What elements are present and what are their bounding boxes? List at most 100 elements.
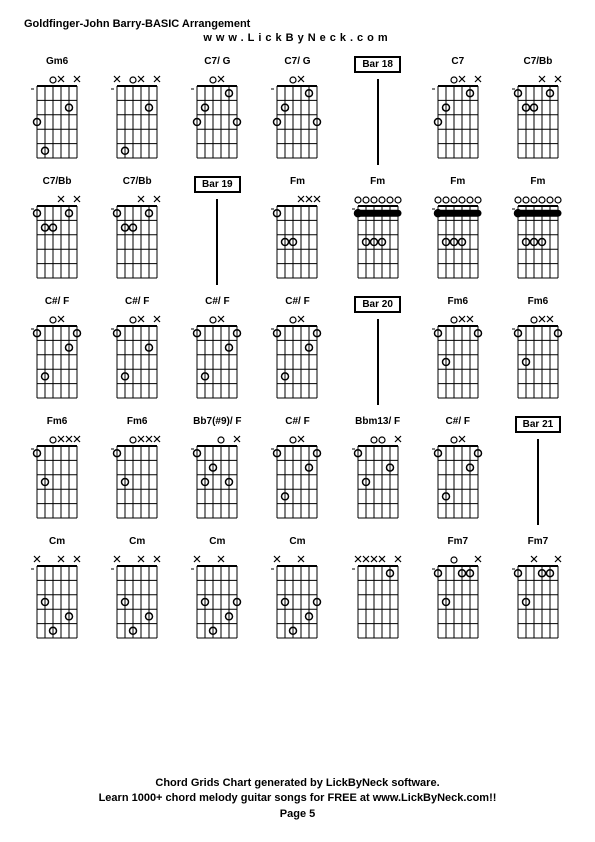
chord-name-label: Cm bbox=[289, 536, 305, 550]
chord-diagram bbox=[349, 432, 407, 526]
chord-diagram bbox=[268, 552, 326, 646]
chord-name-label: Fm7 bbox=[447, 536, 468, 550]
chord-diagram bbox=[188, 552, 246, 646]
chord-cell: Cm bbox=[21, 536, 93, 646]
chord-name-label: Fm bbox=[290, 176, 305, 190]
chord-name-label: Bbm13/ F bbox=[355, 416, 400, 430]
chord-diagram bbox=[108, 192, 166, 286]
chord-cell: C7/Bb bbox=[502, 56, 574, 166]
chord-cell bbox=[342, 536, 414, 646]
chord-diagram bbox=[28, 72, 86, 166]
footer-line-1: Chord Grids Chart generated by LickByNec… bbox=[0, 776, 595, 791]
chord-cell: C#/ F bbox=[261, 416, 333, 526]
chord-cell: C7/ G bbox=[181, 56, 253, 166]
chord-name-label: C#/ F bbox=[285, 416, 309, 430]
chord-diagram bbox=[108, 72, 166, 166]
chord-diagram bbox=[28, 432, 86, 526]
chord-diagram bbox=[509, 312, 567, 406]
chord-name-label: Fm6 bbox=[528, 296, 549, 310]
chord-diagram bbox=[429, 552, 487, 646]
chord-name-label: C7/Bb bbox=[523, 56, 552, 70]
chord-name-label: Fm bbox=[450, 176, 465, 190]
bar-marker-cell: Bar 20 bbox=[342, 296, 414, 406]
chord-cell: C#/ F bbox=[21, 296, 93, 406]
chord-cell: C#/ F bbox=[181, 296, 253, 406]
chord-name-label: Fm7 bbox=[528, 536, 549, 550]
chord-cell: Fm6 bbox=[101, 416, 173, 526]
chord-diagram bbox=[429, 312, 487, 406]
chord-name-label: C7 bbox=[451, 56, 464, 70]
chord-diagram bbox=[28, 552, 86, 646]
chord-cell: Fm bbox=[261, 176, 333, 286]
page-title: Goldfinger-John Barry-BASIC Arrangement bbox=[24, 18, 571, 30]
chord-diagram bbox=[268, 72, 326, 166]
chord-name-label: Cm bbox=[129, 536, 145, 550]
bar-label: Bar 20 bbox=[354, 296, 401, 313]
footer-line-3: Page 5 bbox=[0, 807, 595, 822]
bar-label: Bar 18 bbox=[354, 56, 401, 73]
chord-diagram bbox=[28, 192, 86, 286]
chord-diagram bbox=[268, 312, 326, 406]
chord-name-label: C#/ F bbox=[125, 296, 149, 310]
chord-cell: Cm bbox=[101, 536, 173, 646]
bar-label: Bar 21 bbox=[515, 416, 562, 433]
chord-grid-container: Gm6 C7/ G C7/ G Bar 18 C7 C7/Bb C7/Bb C7/Bb Bar … bbox=[0, 48, 595, 646]
chord-cell: C#/ F bbox=[101, 296, 173, 406]
chord-cell: C#/ F bbox=[261, 296, 333, 406]
chord-cell: C#/ F bbox=[422, 416, 494, 526]
chord-diagram bbox=[108, 312, 166, 406]
chord-cell: Fm7 bbox=[422, 536, 494, 646]
chord-diagram bbox=[509, 72, 567, 166]
page-subtitle: www.LickByNeck.com bbox=[24, 32, 571, 44]
chord-cell: Cm bbox=[261, 536, 333, 646]
bar-marker-cell: Bar 21 bbox=[502, 416, 574, 526]
chord-name-label: C7/ G bbox=[204, 56, 230, 70]
bar-marker-cell: Bar 18 bbox=[342, 56, 414, 166]
bar-marker-cell: Bar 19 bbox=[181, 176, 253, 286]
chord-name-label: C7/ G bbox=[284, 56, 310, 70]
chord-name-label: Cm bbox=[209, 536, 225, 550]
chord-diagram bbox=[28, 312, 86, 406]
chord-cell: Bbm13/ F bbox=[342, 416, 414, 526]
chord-diagram bbox=[108, 552, 166, 646]
chord-name-label: Fm bbox=[530, 176, 545, 190]
chord-diagram bbox=[349, 192, 407, 286]
bar-divider-line bbox=[216, 199, 218, 285]
chord-cell: C7/Bb bbox=[21, 176, 93, 286]
chord-diagram bbox=[429, 192, 487, 286]
chord-name-label: C7/Bb bbox=[43, 176, 72, 190]
chord-cell: Fm bbox=[342, 176, 414, 286]
chord-cell: Fm6 bbox=[422, 296, 494, 406]
chord-diagram bbox=[108, 432, 166, 526]
chord-cell bbox=[101, 56, 173, 166]
chord-cell: C7 bbox=[422, 56, 494, 166]
header: Goldfinger-John Barry-BASIC Arrangement … bbox=[0, 0, 595, 48]
chord-cell: Fm6 bbox=[502, 296, 574, 406]
chord-diagram bbox=[188, 72, 246, 166]
chord-diagram bbox=[268, 192, 326, 286]
chord-diagram bbox=[429, 72, 487, 166]
chord-name-label: Fm6 bbox=[47, 416, 68, 430]
footer-line-2: Learn 1000+ chord melody guitar songs fo… bbox=[0, 791, 595, 806]
bar-label: Bar 19 bbox=[194, 176, 241, 193]
chord-cell: C7/Bb bbox=[101, 176, 173, 286]
chord-cell: Fm7 bbox=[502, 536, 574, 646]
chord-name-label: C#/ F bbox=[205, 296, 229, 310]
chord-diagram bbox=[429, 432, 487, 526]
chord-name-label: Cm bbox=[49, 536, 65, 550]
chord-name-label: C#/ F bbox=[446, 416, 470, 430]
chord-cell: Fm bbox=[422, 176, 494, 286]
chord-cell: Gm6 bbox=[21, 56, 93, 166]
chord-name-label: Bb7(#9)/ F bbox=[193, 416, 241, 430]
chord-diagram bbox=[268, 432, 326, 526]
chord-cell: Fm bbox=[502, 176, 574, 286]
bar-divider-line bbox=[377, 79, 379, 165]
chord-name-label: Fm6 bbox=[447, 296, 468, 310]
chord-diagram bbox=[188, 312, 246, 406]
chord-diagram bbox=[349, 552, 407, 646]
chord-name-label: Fm6 bbox=[127, 416, 148, 430]
chord-cell: Bb7(#9)/ F bbox=[181, 416, 253, 526]
bar-divider-line bbox=[537, 439, 539, 525]
footer: Chord Grids Chart generated by LickByNec… bbox=[0, 776, 595, 822]
chord-cell: C7/ G bbox=[261, 56, 333, 166]
